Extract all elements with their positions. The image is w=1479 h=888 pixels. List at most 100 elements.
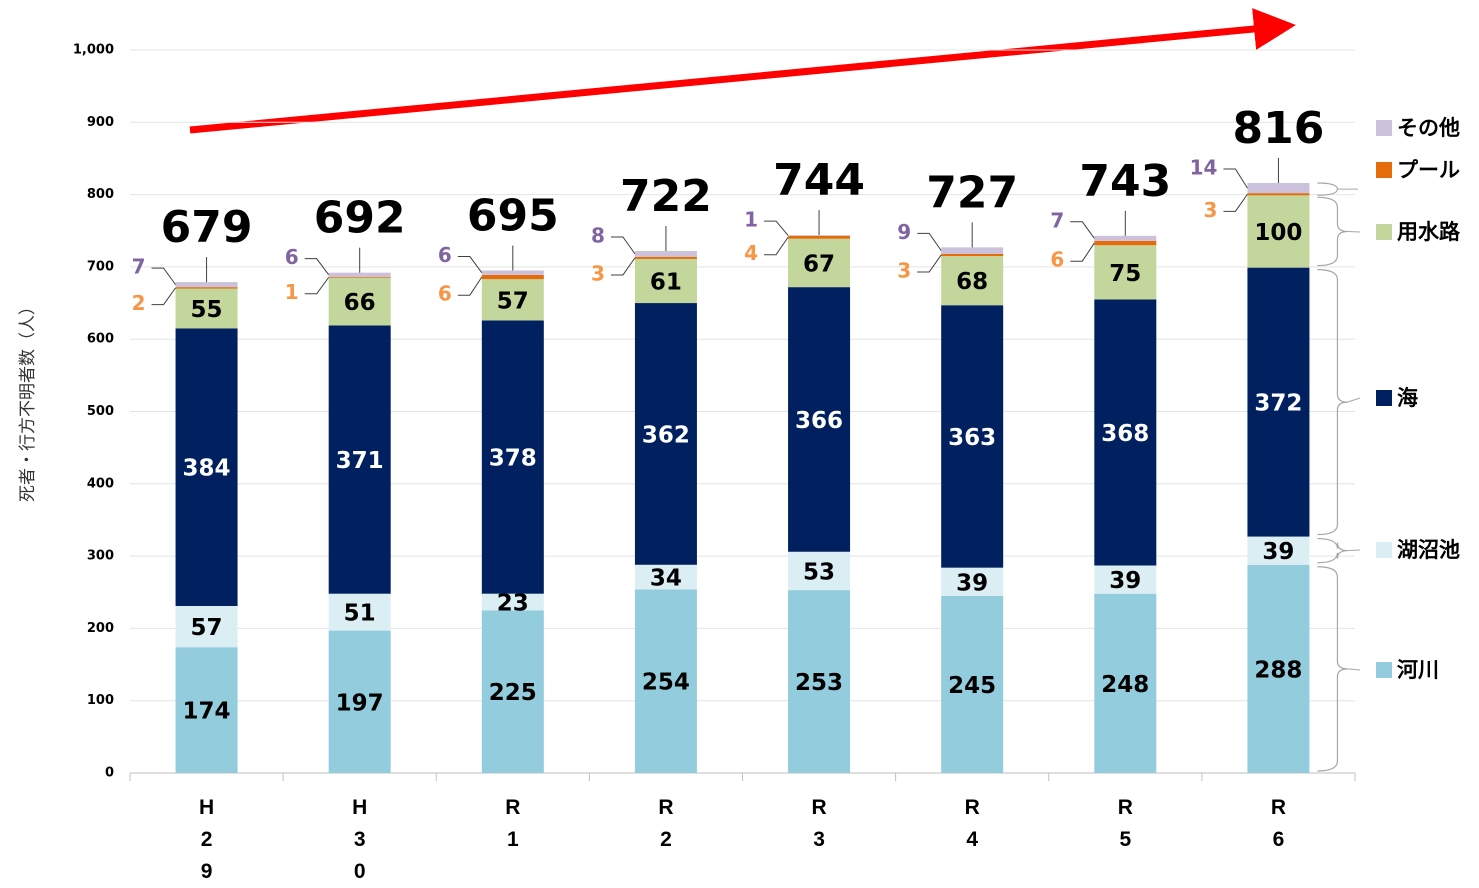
- data-label: 66: [344, 290, 376, 316]
- total-label: 722: [620, 171, 712, 222]
- leader-line: [457, 256, 483, 273]
- bar-segment: [634, 303, 697, 565]
- y-tick-label: 600: [87, 332, 114, 347]
- bar-segment: [788, 235, 851, 236]
- x-tick-label: H29: [198, 796, 215, 883]
- leader-line: [1223, 193, 1248, 212]
- bar-segment: [1094, 299, 1157, 566]
- total-label: 743: [1079, 156, 1171, 207]
- data-label: 1: [744, 208, 758, 232]
- y-axis-label: 死者・行方不明者数（人）: [18, 298, 38, 502]
- bar-segment: [1094, 235, 1157, 241]
- bar-segment: [328, 593, 391, 631]
- data-label: 248: [1101, 672, 1149, 698]
- bar-segment: [175, 647, 238, 773]
- data-label: 371: [336, 448, 384, 474]
- legend-swatch: [1376, 162, 1392, 178]
- x-tick-label: H30: [352, 796, 368, 883]
- leader-line: [151, 287, 176, 306]
- bar-segment: [941, 253, 1004, 257]
- data-label: 288: [1254, 657, 1302, 683]
- data-label: 6: [438, 282, 452, 306]
- data-label: 57: [191, 615, 223, 641]
- total-label: 692: [314, 193, 406, 244]
- bar-segment: [481, 593, 544, 611]
- bar-segment: [1094, 240, 1157, 246]
- data-label: 366: [795, 408, 843, 434]
- legend-swatch: [1376, 542, 1392, 558]
- legend-connector: [1347, 668, 1361, 671]
- data-label: 372: [1254, 391, 1302, 417]
- bar-segment: [788, 235, 851, 239]
- leader-line: [764, 236, 789, 256]
- data-label: 39: [956, 570, 988, 596]
- y-tick-label: 400: [87, 476, 114, 491]
- y-tick-label: 500: [87, 404, 114, 419]
- y-tick-label: 300: [87, 549, 114, 564]
- leader-line: [304, 258, 330, 276]
- data-label: 39: [1109, 568, 1141, 594]
- bar-segment: [481, 610, 544, 773]
- bar-segment: [328, 325, 391, 594]
- data-label: 362: [642, 422, 690, 448]
- legend-brace: [1317, 269, 1348, 536]
- bar-segment: [328, 630, 391, 773]
- legend-label: 河川: [1397, 658, 1439, 682]
- data-label: 363: [948, 425, 996, 451]
- leader-line: [1223, 168, 1248, 189]
- data-label: 6: [1050, 248, 1064, 272]
- bar-segment: [1247, 536, 1310, 565]
- legend-brace: [1317, 182, 1339, 196]
- bar-segment: [328, 277, 391, 326]
- data-label: 9: [897, 220, 911, 244]
- y-tick-label: 100: [87, 693, 114, 708]
- bar-segment: [481, 320, 544, 594]
- data-label: 75: [1109, 261, 1141, 287]
- y-tick-label: 200: [87, 621, 114, 636]
- bar-segment: [1247, 564, 1310, 773]
- bar-segment: [328, 277, 391, 278]
- leader-line: [457, 276, 483, 296]
- data-label: 384: [183, 456, 231, 482]
- data-label: 2: [132, 291, 146, 315]
- legend-connector: [1347, 549, 1361, 552]
- bar-segment: [788, 287, 851, 552]
- bar-segment: [941, 247, 1004, 254]
- data-label: 225: [489, 680, 537, 706]
- total-label: 695: [467, 191, 559, 242]
- bar-segment: [941, 305, 1004, 568]
- data-label: 14: [1190, 156, 1218, 180]
- bar-segment: [481, 270, 544, 275]
- data-label: 67: [803, 251, 835, 277]
- bar-segment: [1247, 193, 1310, 196]
- legend-label: 湖沼池: [1397, 538, 1460, 562]
- data-label: 253: [795, 670, 843, 696]
- data-label: 6: [285, 245, 299, 269]
- bar-segment: [175, 282, 238, 288]
- bar-segment: [1094, 245, 1157, 300]
- legend-label: その他: [1397, 116, 1460, 140]
- leader-line: [1070, 221, 1095, 239]
- legend-brace: [1317, 566, 1348, 772]
- total-label: 727: [926, 167, 1018, 218]
- data-label: 68: [956, 269, 988, 295]
- data-label: 53: [803, 559, 835, 585]
- bar-segment: [634, 589, 697, 773]
- y-tick-label: 0: [105, 766, 114, 781]
- y-tick-label: 1,000: [73, 43, 114, 58]
- data-label: 1: [285, 280, 299, 304]
- data-label: 34: [650, 566, 682, 592]
- legend-brace: [1317, 537, 1348, 564]
- data-label: 254: [642, 670, 690, 696]
- data-label: 3: [897, 259, 911, 283]
- bar-segment: [1094, 593, 1157, 773]
- data-label: 174: [183, 699, 231, 725]
- bar-segment: [175, 288, 238, 329]
- data-label: 245: [948, 673, 996, 699]
- legend-swatch: [1376, 390, 1392, 406]
- bar-segment: [1247, 195, 1310, 268]
- bar-segment: [788, 590, 851, 773]
- data-label: 7: [132, 255, 146, 279]
- legend-swatch: [1376, 224, 1392, 240]
